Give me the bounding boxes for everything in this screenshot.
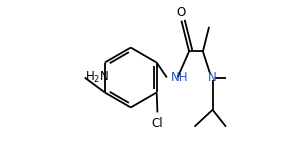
Text: NH: NH <box>171 71 188 84</box>
Text: N: N <box>208 71 217 84</box>
Text: H$_2$N: H$_2$N <box>85 70 109 85</box>
Text: Cl: Cl <box>152 117 163 130</box>
Text: O: O <box>177 6 186 19</box>
